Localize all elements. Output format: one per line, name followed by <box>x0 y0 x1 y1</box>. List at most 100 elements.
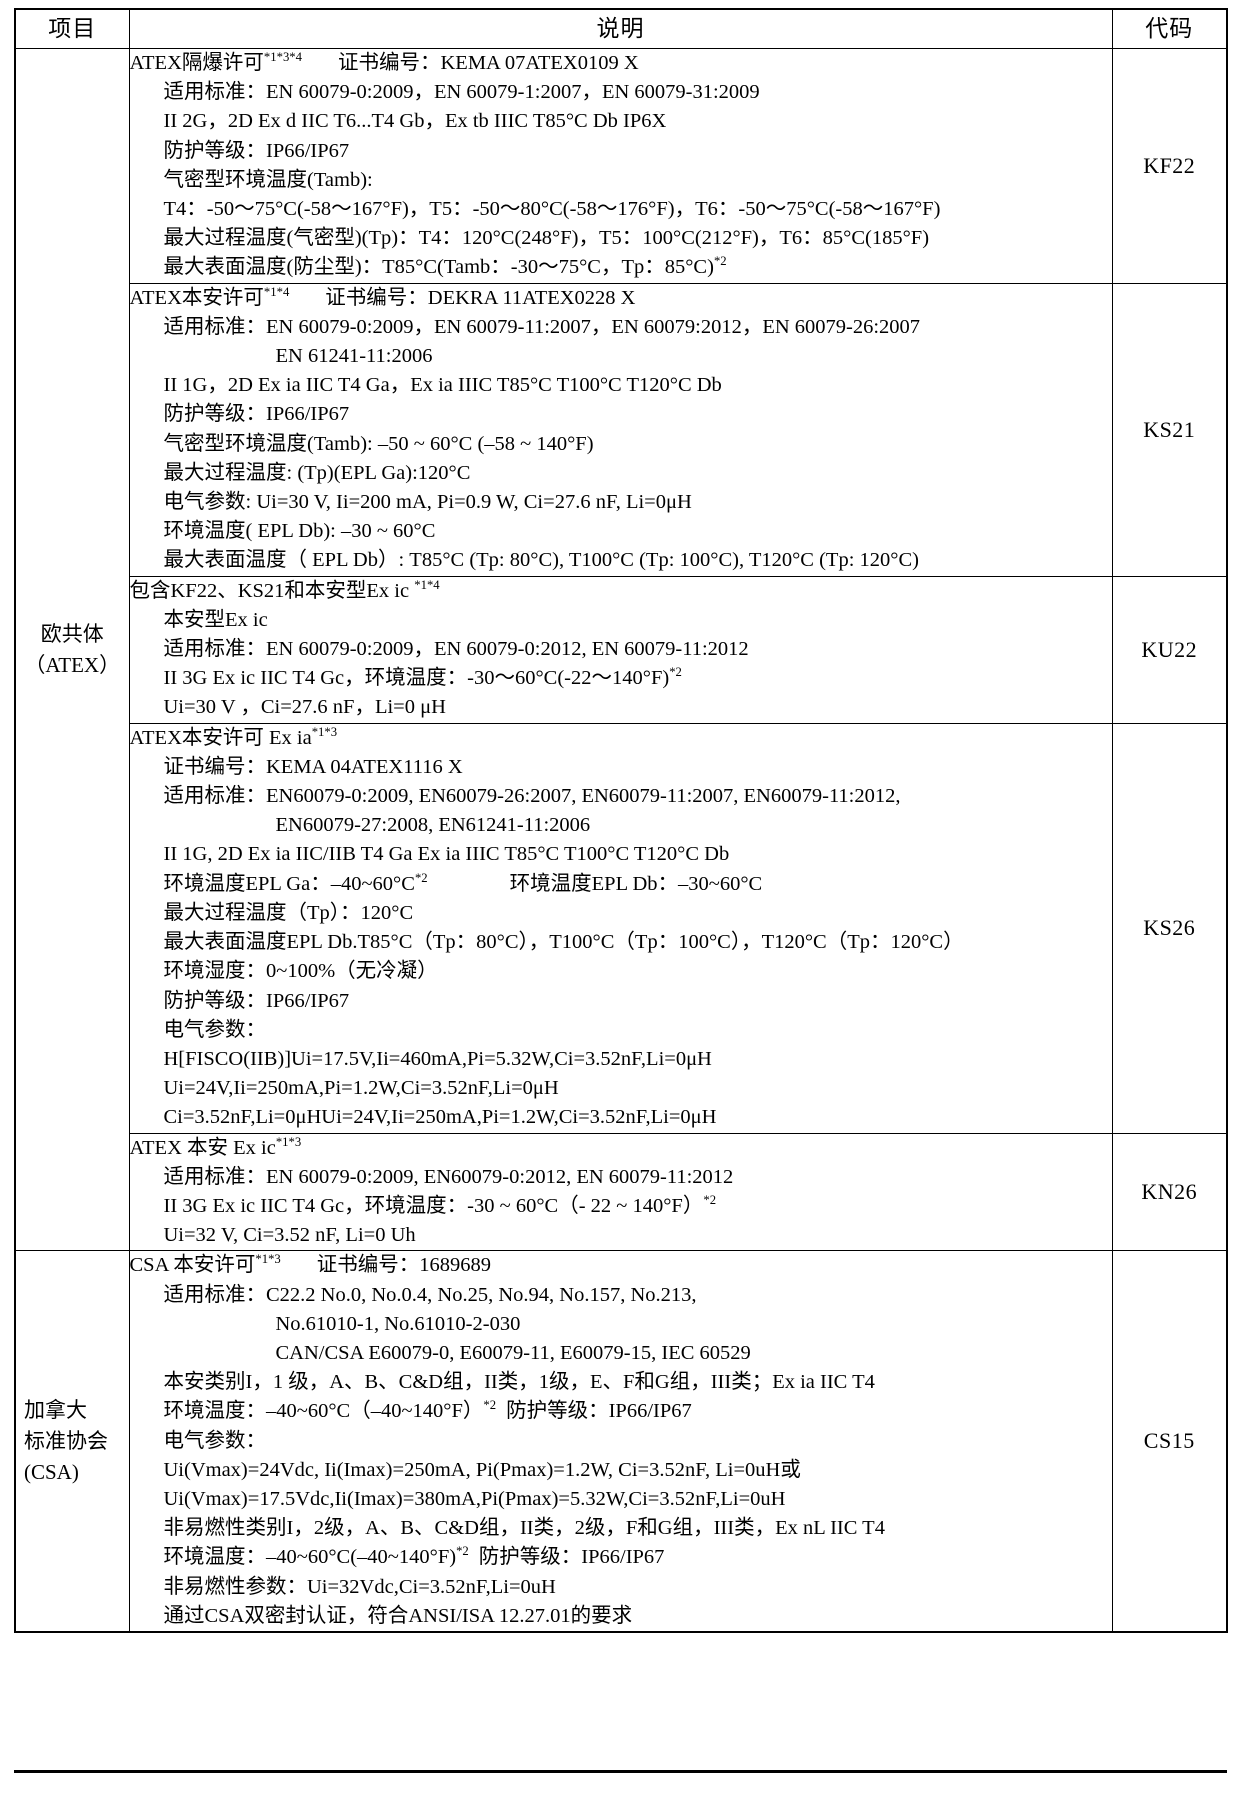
line-text: 适用标准：EN 60079-0:2009，EN 60079-1:2007，EN … <box>163 81 760 104</box>
code-cell: KF22 <box>1111 48 1228 284</box>
description-line: Ci=3.52nF,Li=0μHUi=24V,Ii=250mA,Pi=1.2W,… <box>130 1103 1112 1132</box>
line-text: Ui=30 V ，Ci=27.6 nF，Li=0 μH <box>163 696 446 719</box>
footnote-marker: *1*4 <box>414 577 440 592</box>
item-label-line: 标准协会 <box>24 1428 108 1453</box>
line-text: 环境湿度：0~100%（无冷凝） <box>163 960 438 983</box>
line-text: II 1G，2D Ex ia IIC T4 Ga，Ex ia IIIC T85°… <box>163 374 722 397</box>
description-line: Ui=32 V, Ci=3.52 nF, Li=0 Uh <box>130 1221 1112 1250</box>
description-line: CAN/CSA E60079-0, E60079-11, E60079-15, … <box>130 1339 1112 1368</box>
footnote-marker: *2 <box>483 1398 497 1413</box>
description-line: T4：-50～75°C(-58～167°F)，T5：-50～80°C(-58～1… <box>130 195 1112 224</box>
description-cell: CSA 本安许可*1*3 证书编号：1689689 适用标准：C22.2 No.0,… <box>128 1250 1113 1633</box>
code-cell: KN26 <box>1111 1132 1228 1252</box>
footnote-marker: *2 <box>414 870 428 885</box>
description-line: Ui(Vmax)=17.5Vdc,Ii(Imax)=380mA,Pi(Pmax)… <box>130 1485 1112 1514</box>
footnote-marker: *2 <box>456 1544 469 1559</box>
footnote-marker: *1*3 <box>255 1252 281 1267</box>
column-header-item: 项目 <box>14 8 130 49</box>
line-text: ATEX本安许可 <box>129 286 264 309</box>
line-text: 环境温度：–40~60°C(–40~140°F) <box>163 1546 457 1569</box>
line-text: II 3G Ex ic IIC T4 Gc，环境温度：-30～60°C(-22～… <box>163 667 670 690</box>
description-cell: ATEX本安许可*1*4 证书编号：DEKRA 11ATEX0228 X 适用标准：… <box>128 282 1113 577</box>
description-line: Ui=30 V ，Ci=27.6 nF，Li=0 μH <box>130 693 1112 722</box>
description-line: 环境温度EPL Ga：–40~60°C*2 环境温度EPL Db：–30~60°C <box>130 870 1112 899</box>
line-text: 最大表面温度（ EPL Db）: T85°C (Tp: 80°C), T100°… <box>163 549 919 572</box>
line-text: 电气参数： <box>163 1018 267 1041</box>
line-text-secondary: 证书编号：1689689 <box>316 1254 492 1277</box>
description-line: 防护等级：IP66/IP67 <box>130 137 1112 166</box>
description-line: II 1G, 2D Ex ia IIC/IIB T4 Ga Ex ia IIIC… <box>130 840 1112 869</box>
description-cell: ATEX隔爆许可*1*3*4 证书编号：KEMA 07ATEX0109 X 适用标准… <box>128 48 1113 284</box>
line-text: H[FISCO(IIB)]Ui=17.5V,Ii=460mA,Pi=5.32W,… <box>163 1047 712 1070</box>
line-text: 电气参数： <box>163 1429 267 1452</box>
description-line: ATEX本安许可 Ex ia*1*3 <box>130 724 1112 753</box>
line-text: ATEX本安许可 Ex ia <box>129 726 312 749</box>
description-line: 环境湿度：0~100%（无冷凝） <box>130 957 1112 986</box>
line-text: 气密型环境温度(Tamb): <box>163 168 373 191</box>
description-line: ATEX本安许可*1*4 证书编号：DEKRA 11ATEX0228 X <box>130 284 1112 313</box>
line-text: 适用标准：EN 60079-0:2009, EN60079-0:2012, EN… <box>163 1165 734 1188</box>
page-bottom-rule <box>14 1770 1227 1773</box>
description-line: ATEX 本安 Ex ic*1*3 <box>130 1134 1112 1163</box>
description-line: ATEX隔爆许可*1*3*4 证书编号：KEMA 07ATEX0109 X <box>130 49 1112 78</box>
description-line: 适用标准：EN 60079-0:2009，EN 60079-0:2012, EN… <box>130 635 1112 664</box>
footnote-marker: *1*3 <box>311 724 338 739</box>
column-header-description: 说明 <box>128 8 1113 49</box>
item-label-line: 加拿大 <box>24 1397 87 1422</box>
line-text: T4：-50～75°C(-58～167°F)，T5：-50～80°C(-58～1… <box>163 198 941 221</box>
description-line: 环境温度：–40~60°C（–40~140°F）*2 防护等级：IP66/IP67 <box>130 1397 1112 1426</box>
description-line: 气密型环境温度(Tamb): <box>130 166 1112 195</box>
line-text: Ui(Vmax)=24Vdc, Ii(Imax)=250mA, Pi(Pmax)… <box>163 1458 801 1481</box>
line-text: Ui(Vmax)=17.5Vdc,Ii(Imax)=380mA,Pi(Pmax)… <box>163 1487 786 1510</box>
description-line: EN60079-27:2008, EN61241-11:2006 <box>130 811 1112 840</box>
line-text: 防护等级：IP66/IP67 <box>163 403 350 426</box>
description-line: 适用标准：EN60079-0:2009, EN60079-26:2007, EN… <box>130 782 1112 811</box>
table-header: 项目 说明 代码 <box>14 8 1228 49</box>
line-text: 包含KF22、KS21和本安型Ex ic <box>129 579 415 602</box>
table-row: ATEX 本安 Ex ic*1*3 适用标准：EN 60079-0:2009, E… <box>15 1132 1228 1252</box>
line-text: 适用标准：C22.2 No.0, No.0.4, No.25, No.94, N… <box>163 1283 697 1306</box>
description-line: 气密型环境温度(Tamb): –50 ~ 60°C (–58 ~ 140°F) <box>130 430 1112 459</box>
item-cell: 欧共体 （ATEX） <box>14 47 130 1252</box>
line-text: EN60079-27:2008, EN61241-11:2006 <box>275 814 591 837</box>
line-text: Ci=3.52nF,Li=0μHUi=24V,Ii=250mA,Pi=1.2W,… <box>163 1106 717 1129</box>
description-cell: 包含KF22、KS21和本安型Ex ic *1*4 本安型Ex ic 适用标准：EN… <box>128 575 1113 724</box>
description-cell: ATEX 本安 Ex ic*1*3 适用标准：EN 60079-0:2009, E… <box>128 1132 1113 1252</box>
line-text: 环境温度EPL Ga：–40~60°C <box>163 872 415 895</box>
description-line: 本安型Ex ic <box>130 606 1112 635</box>
item-label-line: 欧共体 <box>40 621 104 646</box>
line-text: 环境温度( EPL Db): –30 ~ 60°C <box>163 520 436 543</box>
description-line: 本安类别I，1 级，A、B、C&D组，II类，1级，E、F和G组，III类；Ex… <box>130 1368 1112 1397</box>
line-text: II 3G Ex ic IIC T4 Gc，环境温度：-30 ~ 60°C（- … <box>163 1194 704 1217</box>
description-line: II 2G，2D Ex d IIC T6...T4 Gb，Ex tb IIIC … <box>130 107 1112 136</box>
item-cell: 加拿大标准协会 (CSA) <box>14 1250 130 1633</box>
line-text: 防护等级：IP66/IP67 <box>163 989 350 1012</box>
description-line: 最大过程温度（Tp）：120°C <box>130 899 1112 928</box>
description-line: 最大表面温度（ EPL Db）: T85°C (Tp: 80°C), T100°… <box>130 546 1112 575</box>
description-line: 非易燃性参数：Ui=32Vdc,Ci=3.52nF,Li=0uH <box>130 1573 1112 1602</box>
description-line: 适用标准：EN 60079-0:2009，EN 60079-11:2007，EN… <box>130 313 1112 342</box>
description-line: II 3G Ex ic IIC T4 Gc，环境温度：-30～60°C(-22～… <box>130 664 1112 693</box>
description-line: Ui(Vmax)=24Vdc, Ii(Imax)=250mA, Pi(Pmax)… <box>130 1456 1112 1485</box>
description-line: II 1G，2D Ex ia IIC T4 Ga，Ex ia IIIC T85°… <box>130 371 1112 400</box>
description-line: 包含KF22、KS21和本安型Ex ic *1*4 <box>130 577 1112 606</box>
line-text: 最大过程温度（Tp）：120°C <box>163 901 414 924</box>
footnote-marker: *1*3 <box>275 1134 302 1149</box>
description-line: 适用标准：EN 60079-0:2009，EN 60079-1:2007，EN … <box>130 78 1112 107</box>
item-label-line: (CSA) <box>24 1459 79 1484</box>
description-line: 通过CSA双密封认证，符合ANSI/ISA 12.27.01的要求 <box>130 1602 1112 1631</box>
description-line: No.61010-1, No.61010-2-030 <box>130 1310 1112 1339</box>
certification-table: 项目 说明 代码 欧共体 （ATEX） ATEX隔爆许可*1*3*4 证书编号：KEM… <box>14 8 1228 1633</box>
line-text: 最大过程温度(气密型)(Tp)：T4：120°C(248°F)，T5：100°C… <box>163 227 930 250</box>
description-line: 电气参数: Ui=30 V, Ii=200 mA, Pi=0.9 W, Ci=2… <box>130 488 1112 517</box>
table-row: ATEX本安许可 Ex ia*1*3 证书编号：KEMA 04ATEX1116 X… <box>15 722 1228 1134</box>
line-text: 环境温度：–40~60°C（–40~140°F） <box>163 1400 484 1423</box>
description-line: 防护等级：IP66/IP67 <box>130 400 1112 429</box>
description-line: 最大表面温度EPL Db.T85°C（Tp：80°C），T100°C（Tp：10… <box>130 928 1112 957</box>
footnote-marker: *1*4 <box>263 284 290 299</box>
line-text: 防护等级：IP66/IP67 <box>163 139 350 162</box>
description-line: 防护等级：IP66/IP67 <box>130 987 1112 1016</box>
description-line: II 3G Ex ic IIC T4 Gc，环境温度：-30 ~ 60°C（- … <box>130 1192 1112 1221</box>
line-text: 适用标准：EN 60079-0:2009，EN 60079-0:2012, EN… <box>163 638 749 661</box>
